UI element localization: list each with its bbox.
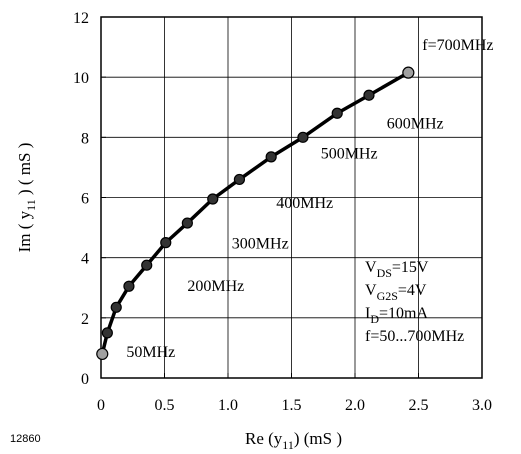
frequency-label: f=700MHz (422, 37, 493, 54)
series-line (100, 70, 411, 356)
data-point (181, 217, 193, 229)
frequency-label: 50MHz (126, 344, 175, 361)
y-tick-label: 4 (81, 251, 89, 268)
data-point (402, 66, 415, 79)
y-tick-label: 12 (73, 10, 89, 27)
frequency-label: 300MHz (232, 236, 289, 253)
series-layer (96, 66, 415, 361)
y-axis-label: Im ( y11 ) ( mS ) (15, 143, 38, 253)
y-tick-label: 10 (73, 70, 89, 87)
data-point (101, 327, 113, 339)
x-tick-label: 2.5 (409, 397, 429, 414)
x-tick-label: 0.5 (155, 397, 175, 414)
y-tick-label: 2 (81, 311, 89, 328)
y-tick-label: 0 (81, 371, 89, 388)
data-point (233, 173, 246, 186)
data-point (207, 193, 219, 205)
y-tick-label: 8 (81, 130, 89, 147)
tick-labels: 0 0.5 1.0 1.5 2.0 2.5 3.0 0 2 4 6 8 10 12 (73, 10, 492, 414)
condition-line: VDS=15V (365, 259, 429, 280)
data-point (110, 301, 122, 313)
figure-code: 12860 (10, 433, 41, 445)
data-point (265, 151, 277, 163)
annotations: 50MHz 200MHz 300MHz 400MHz 500MHz 600MHz f=700… (126, 37, 493, 361)
data-point (96, 347, 109, 361)
data-point (141, 259, 153, 271)
frequency-label: 200MHz (187, 278, 244, 295)
data-point (363, 89, 375, 101)
x-tick-label: 2.0 (345, 397, 365, 414)
frequency-label: 400MHz (276, 195, 333, 212)
data-point (123, 280, 135, 292)
condition-line: VG2S=4V (365, 282, 427, 303)
y-tick-label: 6 (81, 191, 89, 208)
data-point (331, 107, 343, 119)
frequency-label: 600MHz (387, 115, 444, 132)
x-tick-label: 1.0 (218, 397, 238, 414)
data-point (160, 237, 172, 249)
data-point (297, 131, 309, 143)
condition-line: ID=10mA (365, 305, 428, 326)
x-tick-label: 1.5 (282, 397, 302, 414)
condition-line: f=50...700MHz (365, 328, 464, 345)
frequency-label: 500MHz (321, 145, 378, 162)
x-tick-label: 3.0 (472, 397, 492, 414)
grid (101, 17, 482, 378)
axis-ticks (100, 16, 483, 379)
x-axis-label: Re (y11) (mS ) (245, 429, 342, 452)
x-tick-label: 0 (97, 397, 105, 414)
